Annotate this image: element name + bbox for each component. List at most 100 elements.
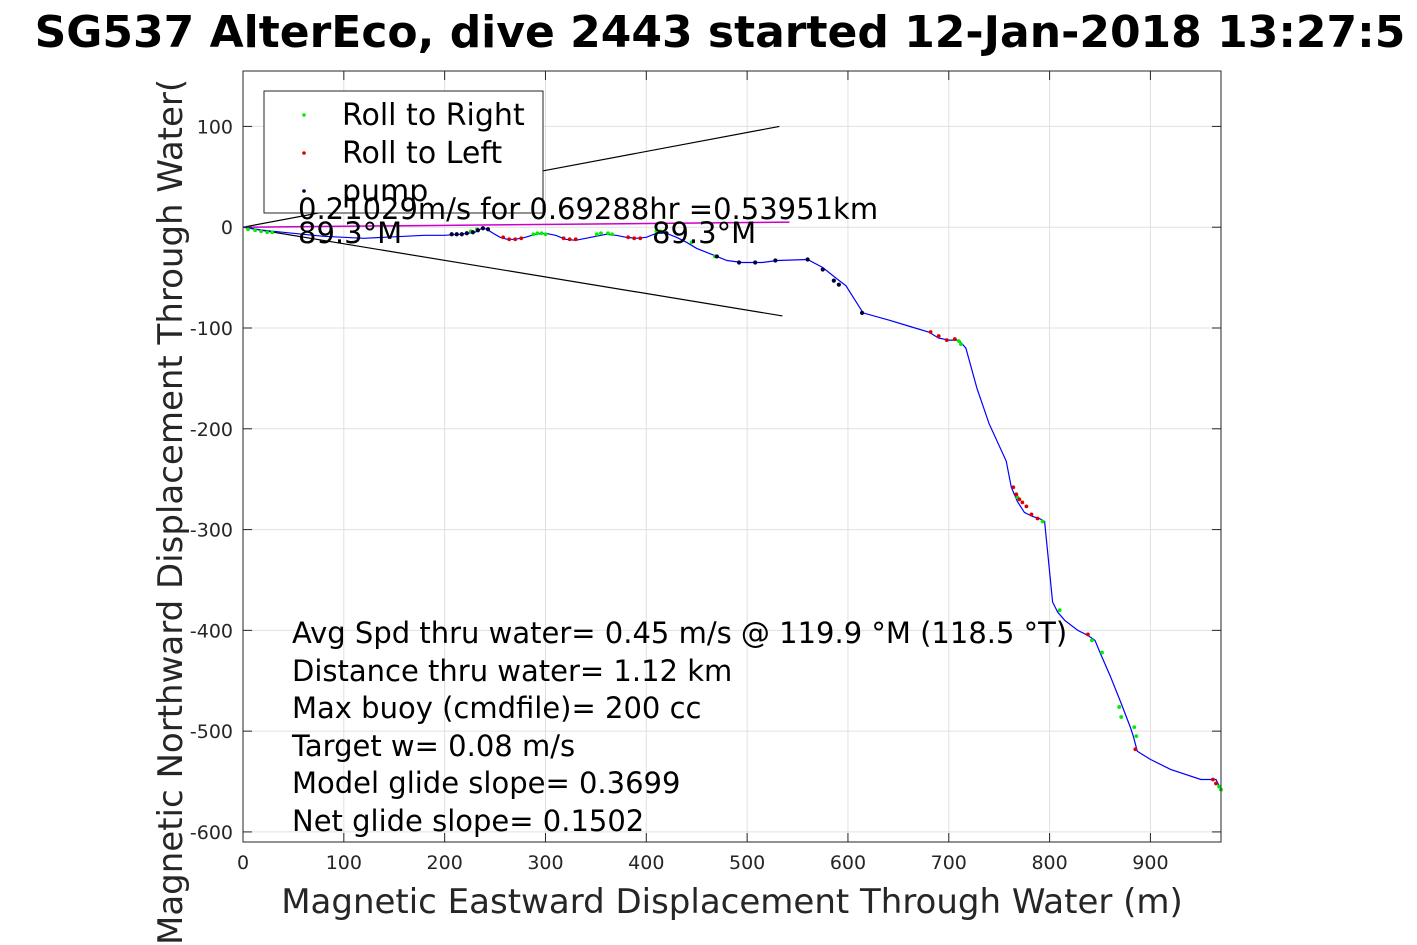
x-tick-label: 400 xyxy=(628,852,664,874)
markers xyxy=(246,226,1223,792)
roll-right-point xyxy=(956,339,961,344)
stats-block: Avg Spd thru water= 0.45 m/s @ 119.9 °M … xyxy=(291,616,1067,838)
roll-right-point xyxy=(1057,608,1062,613)
roll-right-point xyxy=(253,228,257,233)
roll-right-point xyxy=(246,227,250,232)
roll-left-point xyxy=(1020,500,1025,505)
stat-target-w: Target w= 0.08 m/s xyxy=(291,729,575,763)
roll-right-point xyxy=(1134,734,1139,739)
roll-right-point xyxy=(1040,519,1045,524)
pump-point xyxy=(831,278,836,283)
legend-label-roll-left: Roll to Left xyxy=(342,136,502,171)
roll-right-point xyxy=(535,231,540,236)
roll-left-point xyxy=(561,236,566,241)
roll-left-point xyxy=(519,236,524,241)
pump-point xyxy=(480,226,486,231)
heading-annotation-left: 89.3°M xyxy=(298,216,402,250)
legend-box xyxy=(263,90,544,214)
roll-left-point xyxy=(638,236,643,241)
y-axis-label: Magnetic Northward Displacement Through … xyxy=(151,79,191,945)
pump-point xyxy=(485,227,491,232)
pump-point xyxy=(475,228,481,233)
x-tick-label: 200 xyxy=(427,852,463,874)
axes-box xyxy=(242,70,1222,843)
roll-left-point xyxy=(928,330,933,334)
pump-point xyxy=(736,260,742,265)
roll-right-point xyxy=(1090,638,1094,643)
roll-right-point xyxy=(610,232,614,237)
pump-point xyxy=(859,310,865,315)
pump-point xyxy=(454,232,459,237)
heading-annotation-right: 89.3°M xyxy=(652,216,756,250)
stat-model-glide: Model glide slope= 0.3699 xyxy=(292,766,680,800)
roll-right-point xyxy=(658,229,663,234)
roll-left-point xyxy=(1035,516,1040,521)
y-tick-label: 0 xyxy=(221,217,233,239)
x-tick-label: 0 xyxy=(237,852,249,874)
pump-point xyxy=(805,257,810,262)
roll-right-point xyxy=(654,229,659,234)
pump-point xyxy=(470,230,475,235)
y-tick-label: -300 xyxy=(190,520,233,542)
stat-distance: Distance thru water= 1.12 km xyxy=(292,654,732,688)
roll-left-point xyxy=(1211,777,1215,782)
pump-point xyxy=(464,231,469,236)
pump-point xyxy=(449,232,454,237)
roll-right-point xyxy=(265,230,270,235)
x-axis-label: Magnetic Eastward Displacement Through W… xyxy=(281,882,1183,922)
chart-title: SG537 AlterEco, dive 2443 started 12-Jan… xyxy=(35,7,1406,58)
roll-right-point xyxy=(1100,650,1104,655)
x-tick-label: 100 xyxy=(326,852,362,874)
roll-left-point xyxy=(944,338,949,342)
roll-left-point xyxy=(1017,497,1022,502)
x-tick-label: 300 xyxy=(527,852,563,874)
stat-avg-speed: Avg Spd thru water= 0.45 m/s @ 119.9 °M … xyxy=(292,616,1067,650)
roll-left-point xyxy=(573,237,578,242)
legend: Roll to Right Roll to Left pump xyxy=(263,90,544,214)
pump-point xyxy=(773,258,778,263)
roll-right-point xyxy=(599,231,603,236)
roll-right-point xyxy=(539,231,544,236)
current-vector-line xyxy=(242,221,790,228)
roll-left-point xyxy=(1029,512,1034,517)
x-tick-label: 800 xyxy=(1031,852,1067,874)
roll-right-point xyxy=(543,232,548,237)
roll-right-point xyxy=(1119,715,1124,719)
roll-right-point xyxy=(531,232,536,237)
roll-left-point xyxy=(501,235,506,240)
current-speed-annotation: 0.21029m/s for 0.69288hr =0.53951km xyxy=(298,192,878,226)
roll-left-point xyxy=(632,236,637,241)
legend-label-roll-right: Roll to Right xyxy=(342,98,525,133)
roll-right-point xyxy=(689,240,694,245)
legend-marker-pump xyxy=(302,189,306,193)
roll-left-point xyxy=(1133,747,1138,752)
pump-point xyxy=(459,232,464,237)
legend-label-pump: pump xyxy=(342,174,428,209)
roll-left-point xyxy=(936,334,941,338)
x-tick-label: 600 xyxy=(830,852,866,874)
roll-left-point xyxy=(1214,781,1218,786)
roll-left-point xyxy=(567,237,572,242)
roll-left-point xyxy=(1011,485,1016,490)
pump-point xyxy=(664,231,669,236)
roll-left-point xyxy=(1024,504,1029,509)
roll-left-point xyxy=(513,237,518,242)
roll-right-point xyxy=(606,231,610,236)
roll-left-point xyxy=(507,237,512,242)
roll-right-point xyxy=(958,342,963,347)
roll-right-point xyxy=(259,229,264,234)
y-tick-label: -600 xyxy=(190,822,233,844)
pump-point xyxy=(714,254,719,259)
roll-left-point xyxy=(1014,492,1019,497)
roll-left-point xyxy=(952,337,957,341)
ticks: 0 100 200 300 400 500 600 700 800 9001000-100-200… xyxy=(190,71,1221,874)
roll-right-point xyxy=(594,232,599,237)
y-tick-label: -500 xyxy=(190,721,233,743)
pump-point xyxy=(753,260,758,265)
x-tick-label: 500 xyxy=(729,852,765,874)
roll-right-point xyxy=(1132,725,1137,730)
stat-net-glide: Net glide slope= 0.1502 xyxy=(292,804,644,838)
y-tick-label: -400 xyxy=(190,620,233,642)
y-tick-label: 100 xyxy=(197,116,233,138)
